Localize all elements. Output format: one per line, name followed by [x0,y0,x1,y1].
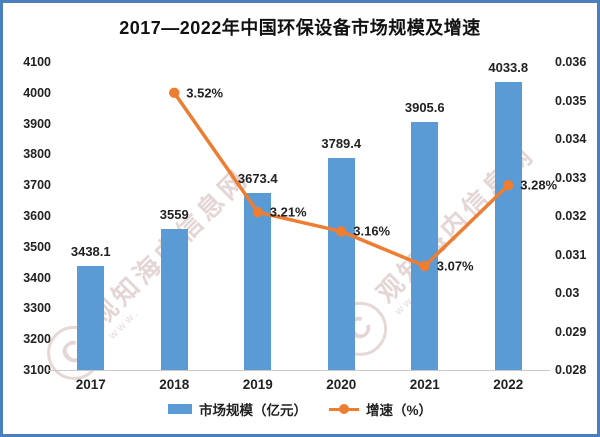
x-axis-tick-label: 2018 [159,377,190,392]
bar-value-label: 4033.8 [488,60,529,76]
growth-line-svg [169,87,514,272]
x-axis-tick-label: 2017 [75,377,106,392]
y2-axis-tick-label: 0.035 [555,93,587,108]
x-axis-tick-label: 2019 [242,377,273,392]
bar [244,193,272,370]
bar-value-label: 3559 [159,206,189,222]
y-axis-tick-label: 3300 [23,301,51,316]
bar-value-label: 3438.1 [70,243,111,259]
bar-value-label: 3673.4 [237,171,278,187]
bar-swatch-icon [167,404,192,414]
y-axis-tick-label: 4000 [23,85,51,100]
x-axis-tick-label: 2021 [409,377,440,392]
bar [160,228,188,370]
bar [411,121,439,370]
bar [77,265,105,370]
x-axis-line [49,370,550,371]
legend-item-growth-rate: 增速（%） [328,399,432,419]
line-marker-icon [252,206,263,218]
legend: 市场规模（亿元） 增速（%） [3,399,597,419]
line-value-label: 3.16% [353,223,391,239]
line-value-label: 3.07% [436,258,474,274]
y-axis-tick-label: 3600 [23,209,51,223]
y2-axis-tick-label: 0.032 [555,209,587,223]
bar [494,82,522,370]
y2-axis-tick-label: 0.034 [555,132,587,146]
line-swatch-icon [328,404,359,414]
legend-item-market-size: 市场规模（亿元） [167,399,307,419]
y2-axis-tick-label: 0.028 [555,363,587,377]
y2-axis-tick-label: 0.036 [555,55,587,69]
legend-label: 市场规模（亿元） [198,403,307,418]
line-marker-icon [503,180,514,191]
y-axis-tick-label: 4100 [23,55,51,69]
y2-axis-tick-label: 0.033 [555,170,587,185]
line-marker-icon [336,226,347,237]
line-marker-icon [419,260,430,272]
line-value-label: 3.28% [520,177,558,193]
y-axis-tick-label: 3400 [23,270,51,285]
x-axis-tick-label: 2022 [493,377,524,392]
y-axis-tick-label: 3700 [23,178,51,193]
line-value-label: 3.21% [269,204,307,220]
y2-axis-tick-label: 0.029 [555,324,587,339]
y-axis-tick-label: 3900 [23,116,51,131]
line-marker-icon [169,87,180,98]
y-axis-tick-label: 3500 [23,239,51,254]
y2-axis-tick-label: 0.03 [555,286,580,300]
bar-value-label: 3789.4 [321,135,362,151]
line-value-label: 3.52% [186,85,224,101]
x-axis-tick-label: 2020 [326,377,357,392]
y-axis-tick-label: 3800 [23,147,51,162]
y-axis-tick-label: 3200 [23,332,51,347]
chart-title: 2017—2022年中国环保设备市场规模及增速 [119,18,481,38]
y-axis-tick-label: 3100 [23,363,51,377]
bar-value-label: 3905.6 [404,99,445,115]
y2-axis-tick-label: 0.031 [555,247,587,262]
bar [327,157,355,370]
legend-label: 增速（%） [365,403,432,418]
